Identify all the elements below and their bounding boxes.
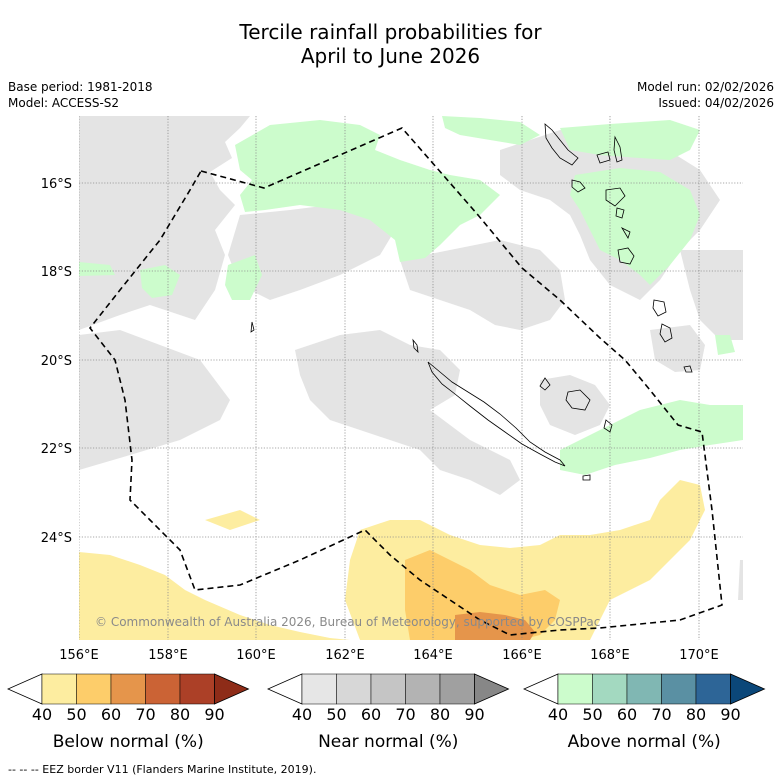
colorbar-extend-low [267,673,303,705]
lon-label: 162°E [325,648,365,663]
colorbar-segment [626,673,662,705]
graticule [79,116,743,640]
colorbar-title: Above normal (%) [568,732,721,752]
colorbar-segment [145,673,181,705]
model-run: Model run: 02/02/2026 [636,80,774,94]
colorbar-segment [592,673,628,705]
colorbar-segment [439,673,475,705]
lat-label: 20°S [41,354,72,369]
issued-date: Issued: 04/02/2026 [658,96,774,110]
colorbar-tick-label: 70 [135,705,155,724]
above-normal-regions [79,116,743,475]
colorbar-tick-label: 40 [32,705,52,724]
colorbar-title: Below normal (%) [53,732,204,752]
colorbar-segment [336,673,372,705]
colorbar-tick-label: 50 [582,705,602,724]
colorbar-tick-label: 50 [326,705,346,724]
colorbar-tick-label: 80 [430,705,450,724]
longitude-labels: 156°E 158°E 160°E 162°E 164°E 166°E 168°… [59,648,719,663]
base-period: Base period: 1981-2018 [8,80,153,94]
colorbar-segment [301,673,337,705]
map-area: © Commonwealth of Australia 2026, Bureau… [79,116,743,640]
lon-label: 170°E [679,648,719,663]
colorbar-segment [76,673,112,705]
colorbar-tick-label: 90 [720,705,740,724]
colorbar-tick-label: 50 [66,705,86,724]
eez-border [88,127,723,636]
colorbar-segment [41,673,77,705]
colorbar-segment [557,673,593,705]
below-normal-60-regions [405,550,560,640]
colorbar-segment [695,673,731,705]
lon-label: 164°E [413,648,453,663]
near-normal-regions [79,116,743,600]
colorbar-segment [179,673,215,705]
coastlines [250,123,693,481]
colorbar-extend-high [214,673,250,705]
colorbar-extend-low [7,673,43,705]
eez-footnote: -- -- -- EEZ border V11 (Flanders Marine… [8,763,317,776]
colorbar-tick-label: 70 [651,705,671,724]
copyright-watermark: © Commonwealth of Australia 2026, Bureau… [95,615,600,629]
colorbar-segment [110,673,146,705]
lon-label: 166°E [502,648,542,663]
lat-label: 18°S [41,265,72,280]
lon-label: 158°E [148,648,188,663]
lon-label: 156°E [59,648,99,663]
colorbar-tick-label: 90 [204,705,224,724]
map-title-line1: Tercile rainfall probabilities for [239,20,542,44]
new-caledonia-coast [427,361,566,467]
colorbar-tick-label: 70 [395,705,415,724]
lon-label: 160°E [236,648,276,663]
colorbar-tick-label: 80 [686,705,706,724]
colorbar-title: Near normal (%) [318,732,458,752]
lat-label: 24°S [41,531,72,546]
colorbar: 40 50 60 70 80 90 Near normal (%) [267,673,510,752]
colorbar-extend-low [523,673,559,705]
latitude-labels: 16°S 18°S 20°S 22°S 24°S [41,177,72,546]
colorbar-tick-label: 60 [361,705,381,724]
colorbar-segment [405,673,441,705]
lat-label: 16°S [41,177,72,192]
colorbar-tick-label: 60 [101,705,121,724]
colorbar-segment [370,673,406,705]
colorbar-extend-high [730,673,766,705]
colorbar-tick-label: 40 [292,705,312,724]
map-title-line2: April to June 2026 [300,44,481,68]
colorbar-extend-high [474,673,510,705]
lon-label: 168°E [590,648,630,663]
colorbar-segment [661,673,697,705]
vanuatu-coast [544,123,579,166]
below-normal-70-regions [455,612,535,640]
colorbar-tick-label: 60 [617,705,637,724]
lat-label: 22°S [41,442,72,457]
colorbar-tick-label: 90 [464,705,484,724]
colorbar-tick-label: 40 [548,705,568,724]
colorbar: 40 50 60 70 80 90 Above normal (%) [523,673,766,752]
colorbar-tick-label: 80 [170,705,190,724]
model-name: Model: ACCESS-S2 [8,96,120,110]
